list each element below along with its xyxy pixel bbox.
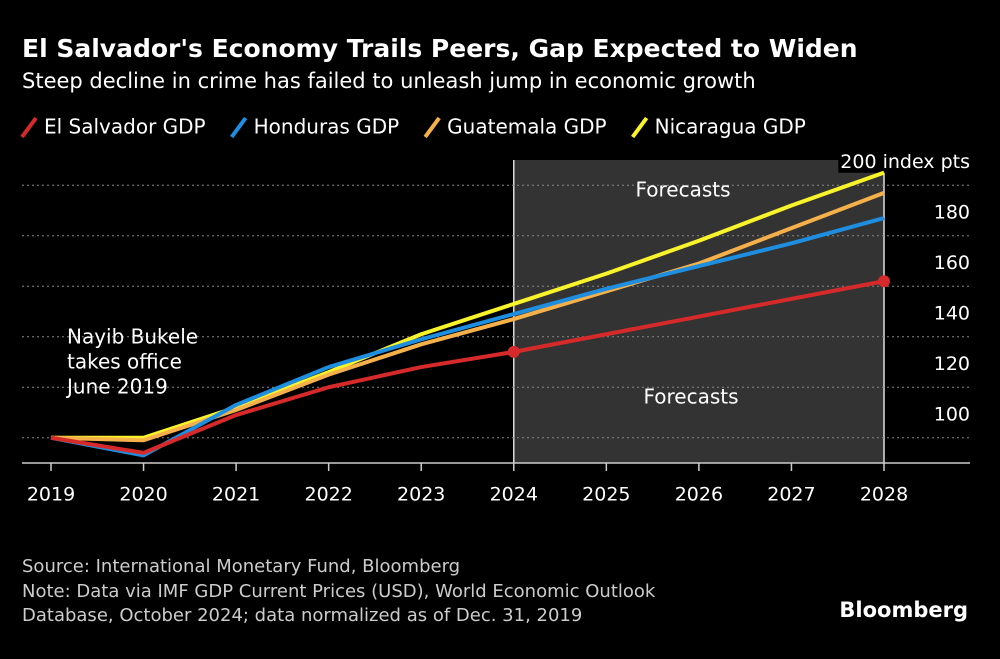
y-tick-label: 200 index pts — [840, 151, 970, 173]
x-tick-label: 2023 — [397, 484, 445, 506]
legend-label: Guatemala GDP — [447, 115, 606, 139]
annotation: takes office — [67, 350, 182, 374]
y-tick-label: 160 — [934, 252, 970, 274]
x-tick-label: 2019 — [27, 484, 75, 506]
note: Database, October 2024; data normalized … — [22, 605, 582, 626]
x-tick-label: 2022 — [304, 484, 352, 506]
x-tick-label: 2025 — [582, 484, 630, 506]
label-bg — [838, 150, 972, 173]
forecast-region — [513, 160, 884, 463]
note: Note: Data via IMF GDP Current Prices (U… — [22, 581, 656, 602]
legend-swatch — [230, 116, 248, 139]
source: Source: International Monetary Fund, Blo… — [22, 556, 460, 577]
legend-label: Honduras GDP — [254, 115, 400, 139]
brand: Bloomberg — [839, 598, 968, 622]
y-tick-label: 120 — [934, 353, 970, 375]
x-tick-label: 2028 — [860, 484, 908, 506]
y-tick-label: 180 — [934, 201, 970, 223]
legend-swatch — [423, 116, 441, 139]
annotation: Forecasts — [643, 385, 738, 409]
chart-subtitle: Steep decline in crime has failed to unl… — [22, 69, 756, 93]
x-tick-label: 2027 — [767, 484, 815, 506]
y-tick-label: 140 — [934, 302, 970, 324]
series-line — [50, 216, 885, 458]
x-tick-label: 2020 — [119, 484, 167, 506]
annotation: Forecasts — [635, 178, 730, 202]
x-tick-label: 2026 — [675, 484, 723, 506]
chart-title: El Salvador's Economy Trails Peers, Gap … — [22, 34, 858, 63]
x-tick-label: 2021 — [212, 484, 260, 506]
point-marker — [507, 345, 520, 358]
legend-label: El Salvador GDP — [44, 115, 206, 139]
series-line — [50, 190, 885, 443]
series-line — [50, 279, 885, 455]
legend-label: Nicaragua GDP — [655, 115, 806, 139]
annotation: Nayib Bukele — [67, 325, 198, 349]
point-marker — [878, 275, 890, 288]
legend-swatch — [631, 116, 649, 139]
legend-swatch — [20, 116, 38, 139]
series-line — [51, 170, 885, 440]
y-tick-label: 100 — [934, 403, 970, 425]
annotation: June 2019 — [65, 375, 168, 399]
x-tick-label: 2024 — [490, 484, 538, 506]
